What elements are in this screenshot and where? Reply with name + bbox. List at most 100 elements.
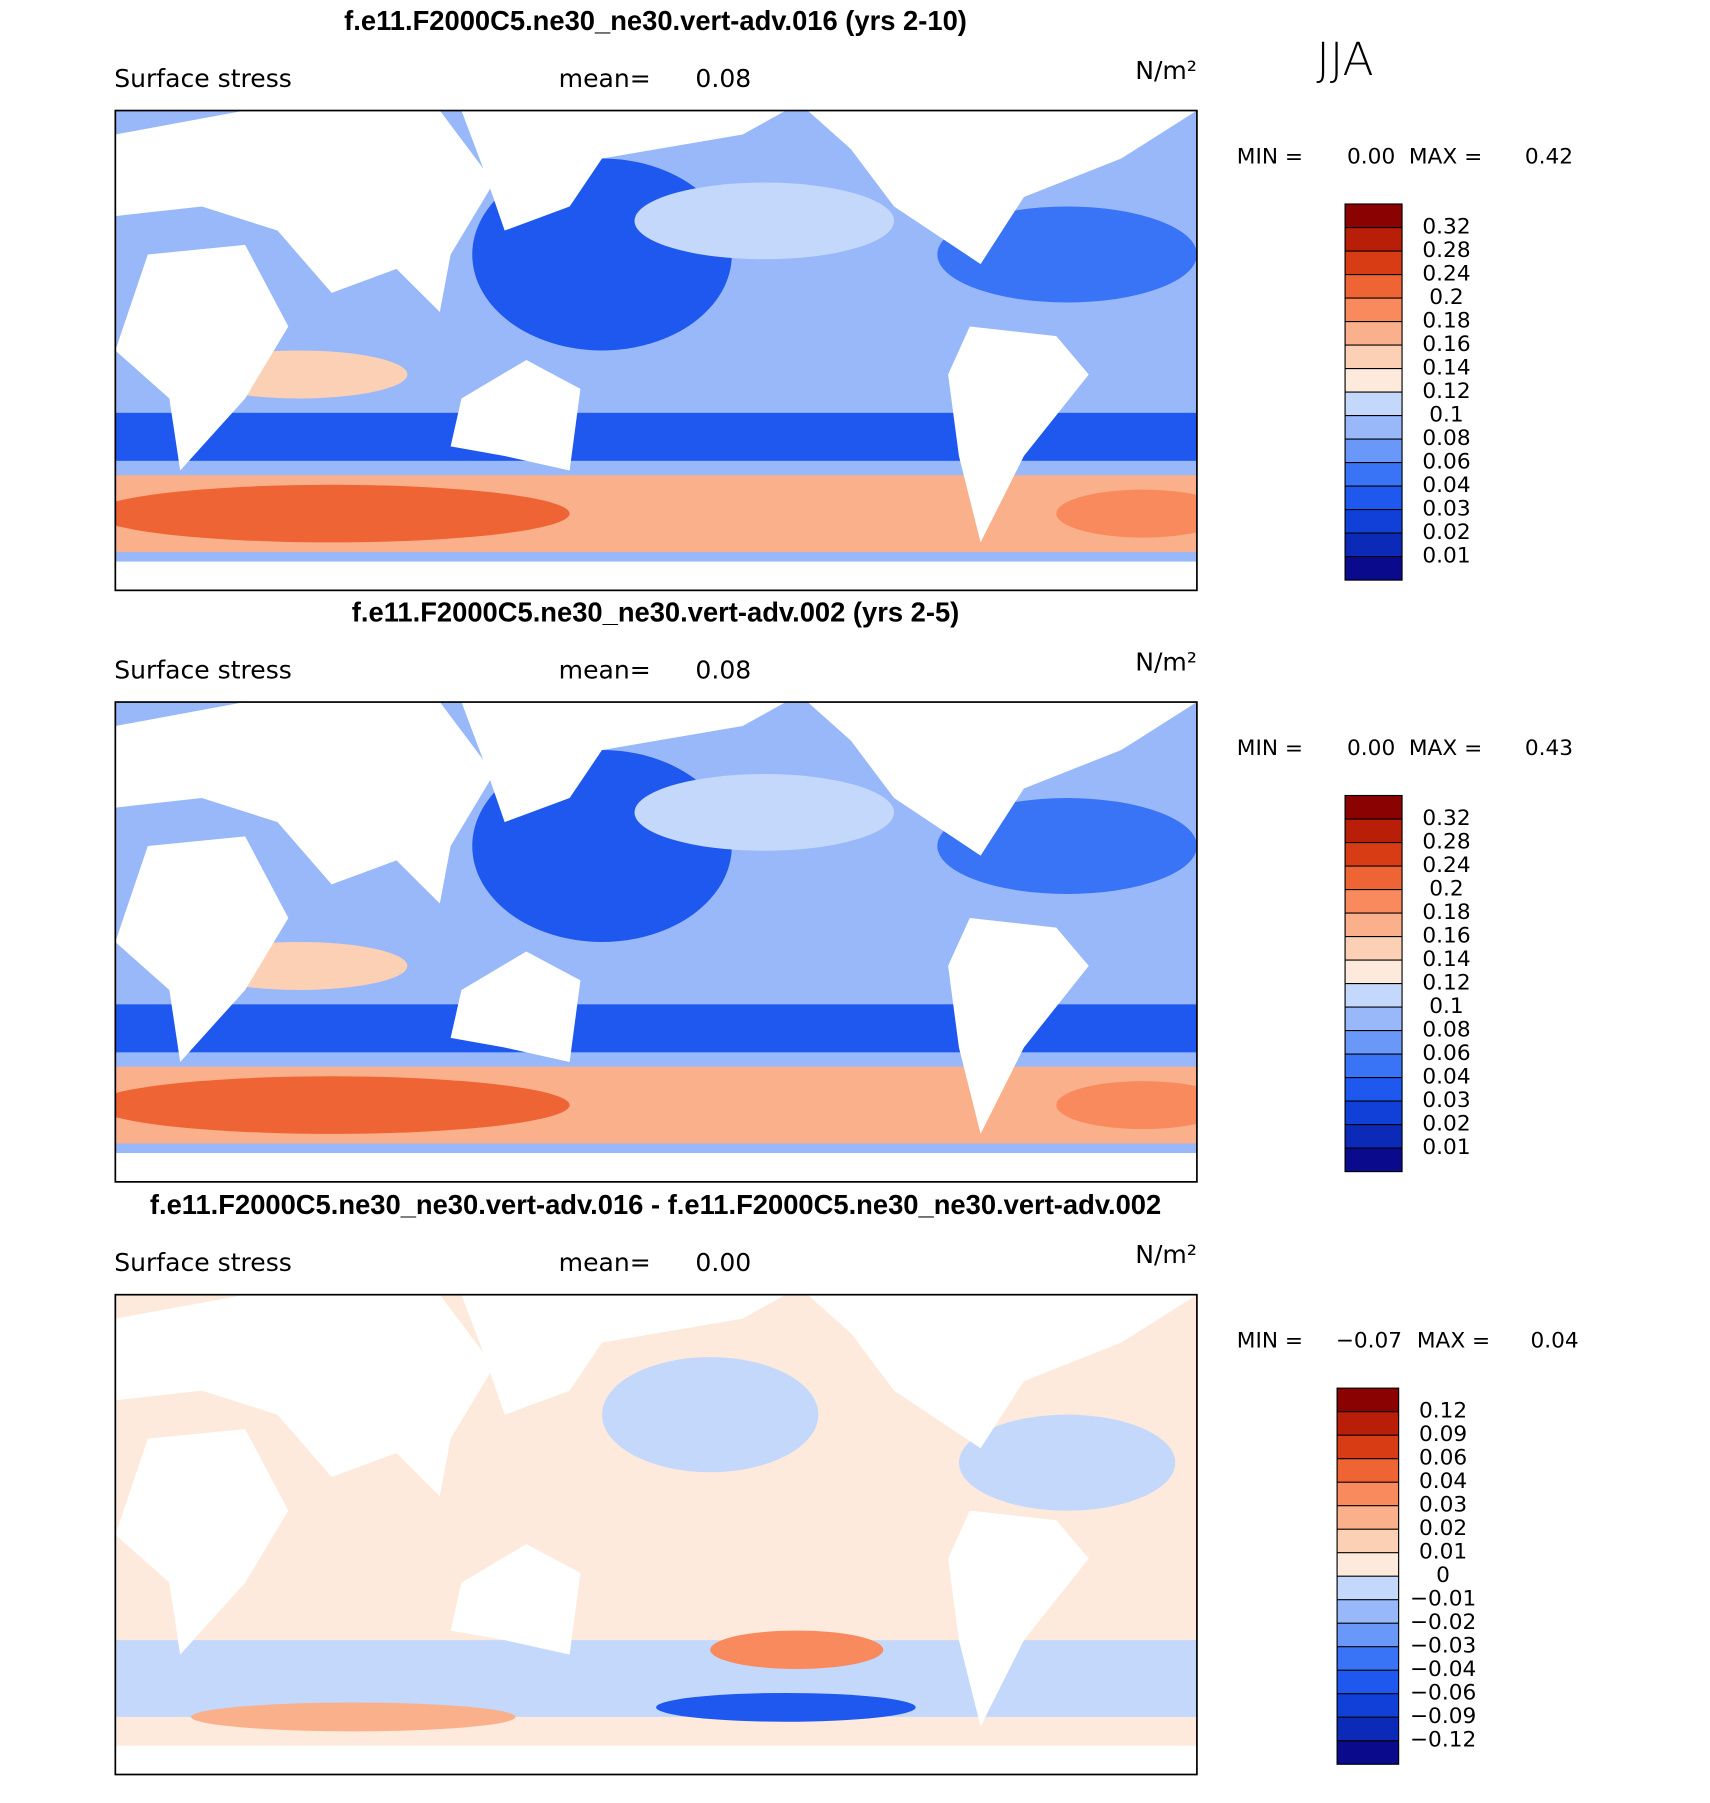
colorbar-box	[1345, 533, 1403, 557]
field-blob	[115, 484, 570, 543]
map-frame	[114, 109, 1198, 592]
colorbar-box	[1337, 1623, 1399, 1647]
max-value: 0.43	[1525, 736, 1573, 761]
colorbar-box	[1345, 556, 1403, 581]
map-frame	[114, 1293, 1198, 1776]
colorbar-label: −0.12	[1410, 1728, 1476, 1753]
colorbar-label: 0.14	[1422, 947, 1470, 972]
colorbar-box	[1345, 1148, 1403, 1172]
colorbar-box	[1345, 1124, 1403, 1149]
field-blob	[958, 1414, 1176, 1511]
land-north-america	[807, 110, 1197, 265]
colorbar-label: 0.06	[1422, 450, 1470, 475]
colorbar-box	[1337, 1482, 1399, 1506]
field-band	[115, 561, 1197, 591]
field-blob	[602, 1357, 819, 1473]
colorbar-label: 0.12	[1419, 1399, 1467, 1424]
colorbar-label: 0.04	[1422, 1065, 1470, 1090]
colorbar-box	[1345, 462, 1403, 487]
colorbar-box	[1345, 509, 1403, 534]
colorbar-label: 0.32	[1422, 806, 1470, 831]
land-asia	[461, 110, 786, 231]
land-eurasia	[115, 702, 494, 904]
colorbar-label: 0.12	[1422, 379, 1470, 404]
land-south-america	[948, 326, 1089, 543]
units-label: N/m²	[1135, 56, 1197, 85]
colorbar-box	[1337, 1411, 1399, 1436]
colorbar-label: 0.02	[1422, 1112, 1470, 1137]
panel: f.e11.F2000C5.ne30_ne30.vert-adv.002 (yr…	[114, 597, 1573, 1183]
colorbar-frame	[1336, 1387, 1400, 1765]
colorbar-box	[1345, 936, 1403, 961]
colorbar-label: −0.02	[1410, 1610, 1476, 1635]
mean-value: 0.08	[695, 64, 751, 93]
field-blob	[191, 1702, 516, 1732]
colorbar-box	[1345, 842, 1403, 867]
colorbar-frame	[1344, 203, 1403, 581]
colorbar-label: 0.08	[1422, 1018, 1470, 1043]
colorbar-box	[1337, 1576, 1399, 1600]
colorbar-box	[1337, 1599, 1399, 1624]
colorbar-box	[1337, 1740, 1399, 1765]
colorbar-box	[1345, 866, 1403, 890]
colorbar-label: 0.06	[1419, 1446, 1467, 1471]
units-label: N/m²	[1135, 1240, 1197, 1269]
colorbar-label: 0.24	[1422, 853, 1470, 878]
field-band	[115, 1153, 1197, 1182]
colorbar-label: 0.09	[1419, 1422, 1467, 1447]
colorbar-box	[1337, 1458, 1399, 1483]
colorbar-box	[1345, 274, 1403, 299]
units-label: N/m²	[1135, 647, 1197, 676]
max-label: MAX =	[1409, 736, 1482, 761]
min-label: MIN =	[1237, 144, 1303, 169]
colorbar-box	[1337, 1717, 1399, 1741]
colorbar-box	[1345, 227, 1403, 252]
min-value: 0.00	[1347, 736, 1395, 761]
season-label: JJA	[1316, 33, 1373, 86]
mean-label: mean=	[559, 655, 651, 684]
colorbar-label: 0.01	[1422, 544, 1470, 569]
mean-value: 0.08	[695, 655, 751, 684]
colorbar-label: −0.06	[1410, 1681, 1476, 1706]
colorbar-label: 0.28	[1422, 830, 1470, 855]
colorbar-label: 0.08	[1422, 426, 1470, 451]
field-blob	[656, 1692, 916, 1722]
colorbar-box	[1345, 204, 1403, 228]
max-value: 0.04	[1531, 1328, 1579, 1353]
land-africa	[115, 1429, 289, 1655]
panel-title: f.e11.F2000C5.ne30_ne30.vert-adv.002 (yr…	[352, 597, 960, 628]
colorbar-box	[1345, 298, 1403, 322]
colorbar-box	[1345, 486, 1403, 510]
colorbar-label: 0	[1436, 1563, 1450, 1588]
panel: f.e11.F2000C5.ne30_ne30.vert-adv.016 (yr…	[114, 5, 1573, 592]
land-asia	[461, 702, 786, 823]
colorbar-label: 0.16	[1422, 332, 1470, 357]
field-blob	[115, 1076, 570, 1134]
map-field	[115, 702, 1197, 1182]
field-band	[115, 1745, 1197, 1775]
colorbar-label: 0.01	[1422, 1135, 1470, 1160]
colorbar-label: 0.14	[1422, 356, 1470, 381]
colorbar-box	[1345, 368, 1403, 393]
min-value: −0.07	[1336, 1328, 1402, 1353]
colorbar-box	[1345, 1030, 1403, 1055]
field-blob	[634, 774, 895, 851]
land-eurasia	[115, 110, 494, 313]
colorbar-box	[1345, 960, 1403, 984]
colorbar-label: −0.01	[1410, 1587, 1476, 1612]
variable-label: Surface stress	[114, 655, 292, 684]
map-field	[115, 1294, 1197, 1775]
min-label: MIN =	[1237, 1328, 1303, 1353]
colorbar-label: 0.18	[1422, 900, 1470, 925]
colorbar-label: 0.03	[1422, 1088, 1470, 1113]
land-australia	[450, 360, 581, 471]
colorbar-label: 0.03	[1419, 1493, 1467, 1518]
max-label: MAX =	[1409, 144, 1482, 169]
max-label: MAX =	[1417, 1328, 1490, 1353]
panel-title: f.e11.F2000C5.ne30_ne30.vert-adv.016 (yr…	[344, 5, 967, 36]
colorbar-box	[1337, 1693, 1399, 1718]
field-blob	[710, 1630, 884, 1669]
colorbar-box	[1345, 251, 1403, 275]
field-blob	[1056, 1081, 1197, 1130]
